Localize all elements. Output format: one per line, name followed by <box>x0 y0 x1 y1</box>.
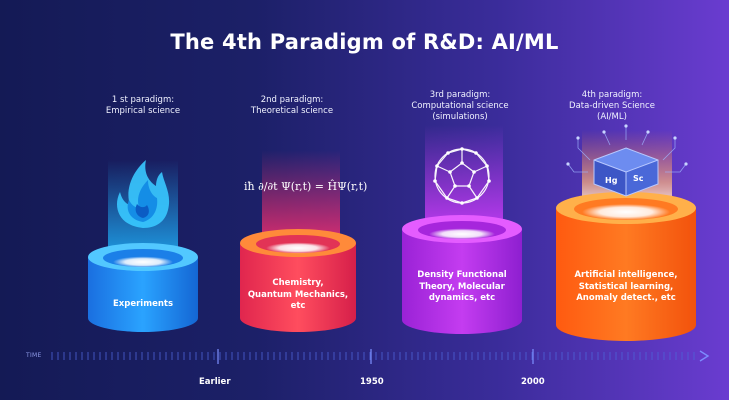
cube-label-sc: Sc <box>633 174 644 183</box>
pillar-experiments <box>88 160 198 332</box>
caption-line: Empirical science <box>105 106 181 116</box>
pillar-text-line: Chemistry, <box>272 278 324 288</box>
caption-line: (simulations) <box>432 112 488 122</box>
caption-line: Computational science <box>411 101 509 111</box>
timeline-label-2000: 2000 <box>521 377 545 387</box>
pillar-text-line: Statistical learning, <box>578 281 674 292</box>
schrodinger-equation: iħ ∂/∂t Ψ(r,t) = ĤΨ(r,t) <box>244 180 368 193</box>
caption-line: Data-driven Science <box>569 101 655 111</box>
pillar-text-line: Artificial intelligence, <box>574 270 678 280</box>
caption-line: Theoretical science <box>250 106 334 116</box>
pillar-chemistry <box>240 150 356 332</box>
pillar-text-line: dynamics, etc <box>428 293 496 303</box>
pillar-3-text: Density Functional Theory, Molecular dyn… <box>410 270 514 305</box>
timeline-label-earlier: Earlier <box>199 377 231 387</box>
timeline-arrow-icon <box>699 350 710 362</box>
pillar-dft <box>402 125 522 334</box>
caption-line: 4th paradigm: <box>581 90 643 100</box>
timeline-label-1950: 1950 <box>360 377 384 387</box>
pillar-ai: Hg Sc <box>556 124 696 341</box>
pillar-1-text: Experiments <box>91 299 195 311</box>
caption-line: (AI/ML) <box>597 112 627 122</box>
pillar-2-text: Chemistry, Quantum Mechanics, etc <box>246 278 350 313</box>
pillar-4-text: Artificial intelligence, Statistical lea… <box>564 270 688 305</box>
flame-icon <box>116 160 170 228</box>
circuit-lines <box>567 126 687 173</box>
pillar-text-line: Density Functional <box>417 270 507 280</box>
timeline <box>50 349 710 364</box>
pillar-text-line: Quantum Mechanics, <box>247 289 349 300</box>
cube-label-hg: Hg <box>605 176 618 185</box>
paradigm-4-caption: 4th paradigm: Data-driven Science (AI/ML… <box>547 90 677 123</box>
caption-line: 2nd paradigm: <box>260 95 324 105</box>
pillar-text-line: etc <box>290 301 306 311</box>
ai-cube-icon: Hg Sc <box>593 147 659 197</box>
pillar-text-line: Theory, Molecular <box>419 281 505 292</box>
pillar-text-line: Anomaly detect., etc <box>576 293 676 303</box>
timeline-axis-word: TIME <box>26 352 42 359</box>
paradigm-2-caption: 2nd paradigm: Theoretical science <box>227 95 357 117</box>
paradigm-1-caption: 1 st paradigm: Empirical science <box>78 95 208 117</box>
page-title: The 4th Paradigm of R&D: AI/ML <box>170 30 559 54</box>
caption-line: 1 st paradigm: <box>111 95 175 105</box>
paradigm-3-caption: 3rd paradigm: Computational science (sim… <box>395 90 525 123</box>
caption-line: 3rd paradigm: <box>429 90 491 100</box>
pillar-text-line: Experiments <box>112 299 174 309</box>
